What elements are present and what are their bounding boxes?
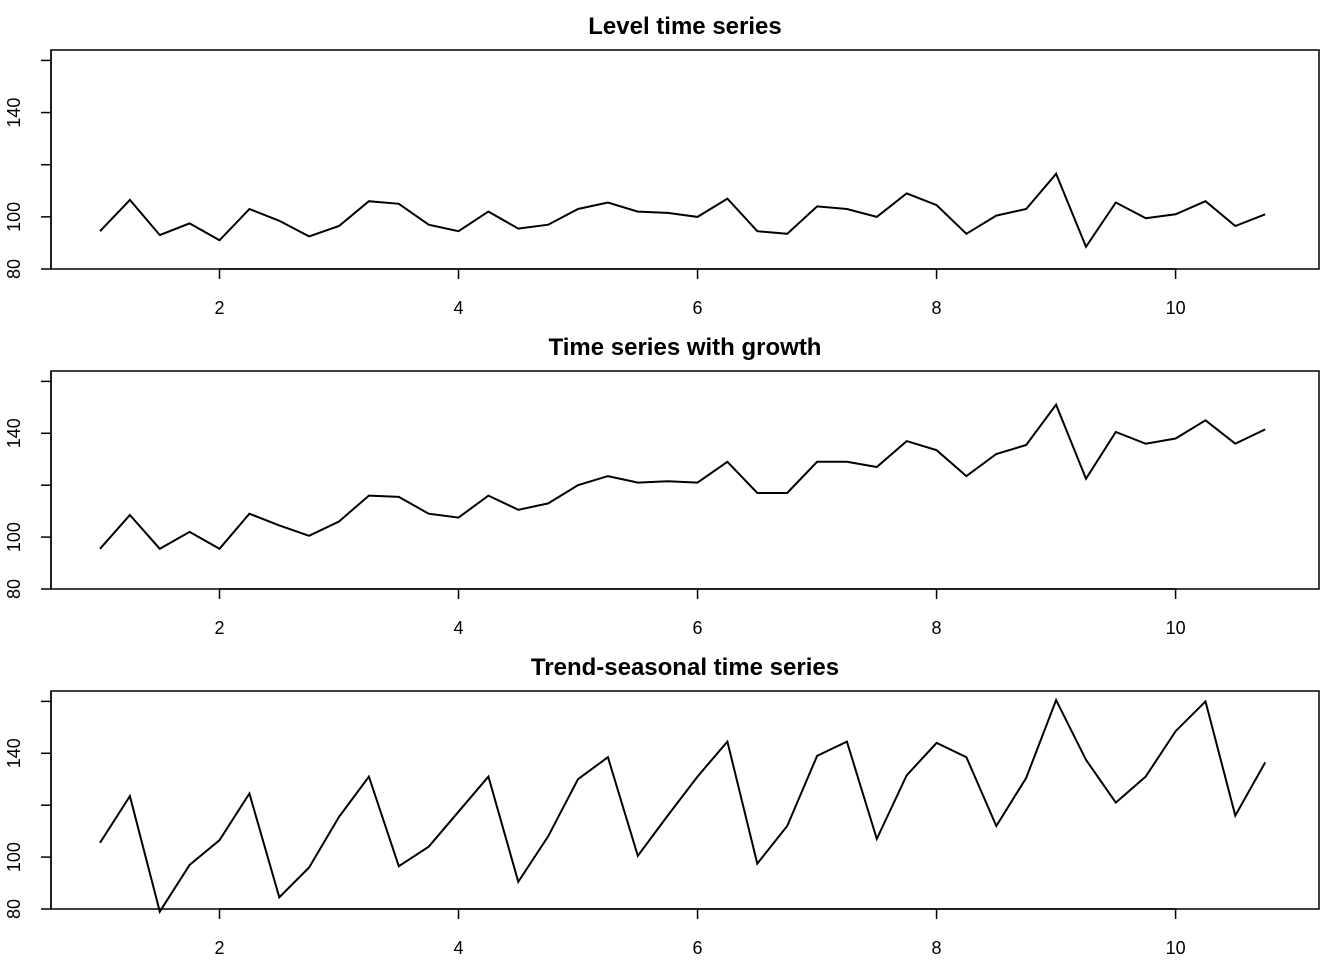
x-tick-label: 2	[215, 618, 225, 638]
plot-frame	[50, 370, 1320, 590]
plot-frame	[50, 49, 1320, 270]
series-line	[99, 697, 1267, 915]
chart-title: Trend-seasonal time series	[531, 654, 839, 681]
x-tick-label: 10	[1166, 618, 1186, 638]
chart-panel-1: Level time series 2 4 6 8 10 80 100 140	[4, 13, 1320, 318]
x-tick-label: 10	[1166, 938, 1186, 958]
y-tick-label: 80	[4, 899, 24, 919]
x-tick-label: 6	[693, 298, 703, 318]
y-tick-label: 100	[4, 842, 24, 872]
y-tick-label: 140	[4, 418, 24, 448]
x-tick-label: 10	[1166, 298, 1186, 318]
chart-title: Level time series	[588, 13, 781, 40]
y-tick-label: 140	[4, 98, 24, 128]
x-tick-label: 4	[454, 298, 464, 318]
chart-panel-2: Time series with growth 2 4 6 8 10 80 100 140	[4, 334, 1320, 638]
y-tick-label: 80	[4, 579, 24, 599]
chart-panel-3: Trend-seasonal time series 2 4 6 8 10 80 100 140	[4, 654, 1320, 958]
series-line	[99, 171, 1266, 249]
x-tick-label: 4	[454, 618, 464, 638]
x-tick-label: 2	[215, 938, 225, 958]
x-tick-label: 2	[215, 298, 225, 318]
x-tick-label: 4	[454, 938, 464, 958]
chart-title: Time series with growth	[549, 334, 822, 361]
x-tick-label: 8	[932, 298, 942, 318]
x-tick-label: 8	[932, 618, 942, 638]
y-tick-label: 100	[4, 522, 24, 552]
plot-frame	[50, 690, 1320, 910]
y-tick-label: 100	[4, 202, 24, 232]
y-tick-label: 140	[4, 738, 24, 768]
y-tick-label: 80	[4, 259, 24, 279]
series-line	[99, 402, 1266, 551]
x-tick-label: 6	[693, 618, 703, 638]
x-tick-label: 8	[932, 938, 942, 958]
x-tick-label: 6	[693, 938, 703, 958]
